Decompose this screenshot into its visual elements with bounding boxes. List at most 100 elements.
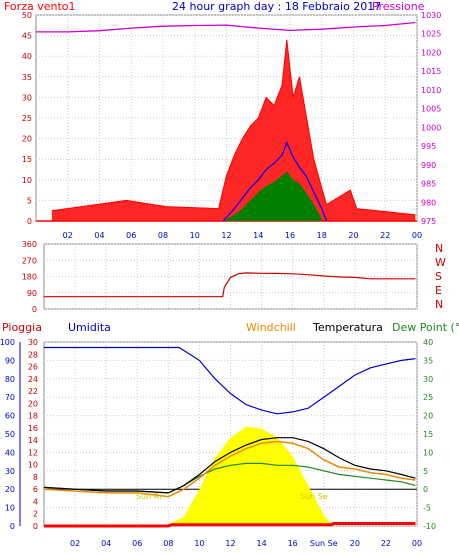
x-tick-label: 18 bbox=[317, 231, 327, 240]
x-tick-label: 14 bbox=[253, 231, 263, 240]
windchill-line bbox=[43, 440, 416, 498]
y-tick-label: 45 bbox=[22, 32, 32, 41]
humidity-tick-label: 20 bbox=[5, 485, 15, 494]
sunrise-label: Sun Ri bbox=[136, 492, 162, 501]
legend-pioggia: Pioggia bbox=[2, 321, 42, 334]
x-tick-label: 20 bbox=[348, 231, 358, 240]
humidity-tick-label: 40 bbox=[5, 448, 15, 457]
temp-tick-label: 35 bbox=[423, 356, 433, 365]
wind-pressure-axes: 02 04 06 08 10 12 14 16 18 20 22 000510152025303540… bbox=[22, 11, 442, 240]
temp-tick-label: 5 bbox=[423, 467, 428, 476]
legend-umidita: Umidita bbox=[68, 321, 111, 334]
pressure-tick-label: 995 bbox=[421, 142, 436, 151]
x-tick-label: 06 bbox=[126, 231, 136, 240]
humidity-line bbox=[44, 346, 416, 415]
x-tick-label: 12 bbox=[225, 539, 235, 548]
rain-tick-label: 14 bbox=[28, 436, 38, 445]
y-tick-label: 35 bbox=[22, 73, 32, 82]
x-tick-label: 16 bbox=[285, 231, 295, 240]
chart-title: 24 hour graph day : 18 Febbraio 2017 bbox=[172, 0, 381, 13]
temp-tick-label: 15 bbox=[423, 430, 433, 439]
x-tick-label: 10 bbox=[194, 539, 204, 548]
humidity-tick-label: 10 bbox=[5, 504, 15, 513]
temp-tick-label: -5 bbox=[423, 504, 431, 513]
legend-windchill: Windchill bbox=[246, 321, 296, 334]
pressure-tick-label: 1005 bbox=[421, 105, 441, 114]
x-tick-label: 14 bbox=[256, 539, 266, 548]
humidity-tick-label: 50 bbox=[5, 430, 15, 439]
rain-tick-label: 0 bbox=[33, 522, 38, 531]
x-tick-label: 12 bbox=[221, 231, 231, 240]
temp-humidity-axes: 02 04 06 08 10 12 14 16 Sun Se 20 22 00010203040506… bbox=[0, 338, 436, 548]
temperature-line bbox=[43, 437, 416, 494]
pressure-tick-label: 1030 bbox=[421, 11, 441, 20]
direction-grid bbox=[44, 243, 418, 310]
rain-tick-label: 20 bbox=[28, 399, 38, 408]
compass-label: S bbox=[435, 270, 442, 283]
rain-tick-label: 8 bbox=[33, 473, 38, 482]
rain-tick-label: 22 bbox=[28, 387, 38, 396]
rain-tick-label: 4 bbox=[33, 497, 38, 506]
wind-avg-line bbox=[222, 141, 328, 222]
y-tick-label: 0 bbox=[32, 305, 37, 314]
pressure-tick-label: 1000 bbox=[421, 123, 441, 132]
compass-label: W bbox=[435, 256, 446, 269]
wind-gust-line bbox=[51, 39, 416, 216]
wind-pressure-series bbox=[36, 21, 417, 222]
rain-tick-label: 18 bbox=[28, 412, 38, 421]
y-tick-label: 25 bbox=[22, 114, 32, 123]
x-tick-label: 10 bbox=[190, 231, 200, 240]
y-tick-label: 10 bbox=[22, 176, 32, 185]
x-tick-label: 08 bbox=[158, 231, 168, 240]
pressure-axis-title: Pressione bbox=[372, 0, 425, 13]
compass-label: E bbox=[435, 284, 442, 297]
rain-tick-label: 2 bbox=[33, 510, 38, 519]
pressure-tick-label: 1020 bbox=[421, 48, 441, 57]
temp-tick-label: 25 bbox=[423, 393, 433, 402]
temp-tick-label: 0 bbox=[423, 485, 428, 494]
direction-axes: 0 90 180 270 360 bbox=[22, 240, 37, 314]
humidity-tick-label: 90 bbox=[5, 356, 15, 365]
sunset-label: Sun Se bbox=[300, 492, 328, 501]
x-tick-label: 00 bbox=[412, 539, 422, 548]
rain-line bbox=[44, 522, 416, 528]
y-tick-label: 90 bbox=[27, 289, 37, 298]
wind-min-area bbox=[223, 171, 322, 221]
x-tick-label: 06 bbox=[132, 539, 142, 548]
rain-tick-label: 10 bbox=[28, 461, 38, 470]
y-tick-label: 15 bbox=[22, 155, 32, 164]
rain-tick-label: 16 bbox=[28, 424, 38, 433]
x-tick-label: 08 bbox=[163, 539, 173, 548]
temp-tick-label: 10 bbox=[423, 448, 433, 457]
rain-tick-label: 28 bbox=[28, 350, 38, 359]
x-tick-label: 22 bbox=[380, 231, 390, 240]
x-tick-label: 20 bbox=[350, 539, 360, 548]
x-tick-label: 02 bbox=[70, 539, 80, 548]
y-tick-label: 50 bbox=[22, 11, 32, 20]
y-tick-label: 20 bbox=[22, 135, 32, 144]
y-tick-label: 360 bbox=[22, 240, 37, 249]
y-tick-label: 270 bbox=[22, 256, 37, 265]
direction-series bbox=[44, 272, 416, 298]
y-tick-label: 5 bbox=[27, 196, 32, 205]
solar-area bbox=[165, 426, 334, 526]
humidity-tick-label: 80 bbox=[5, 375, 15, 384]
humidity-tick-label: 30 bbox=[5, 467, 15, 476]
rain-tick-label: 12 bbox=[28, 448, 38, 457]
temp-tick-label: 40 bbox=[423, 338, 433, 347]
temp-tick-label: 30 bbox=[423, 375, 433, 384]
humidity-tick-label: 60 bbox=[5, 412, 15, 421]
compass-label: N bbox=[435, 242, 443, 255]
x-tick-label: 22 bbox=[381, 539, 391, 548]
pressure-line bbox=[36, 21, 416, 33]
wind-direction-line bbox=[44, 272, 416, 298]
rain-tick-label: 26 bbox=[28, 363, 38, 372]
x-tick-label: Sun Se bbox=[310, 539, 338, 548]
y-tick-label: 30 bbox=[22, 93, 32, 102]
x-tick-label: 16 bbox=[288, 539, 298, 548]
y-tick-label: 0 bbox=[27, 217, 32, 226]
humidity-tick-label: 70 bbox=[5, 393, 15, 402]
temp-tick-label: 20 bbox=[423, 412, 433, 421]
